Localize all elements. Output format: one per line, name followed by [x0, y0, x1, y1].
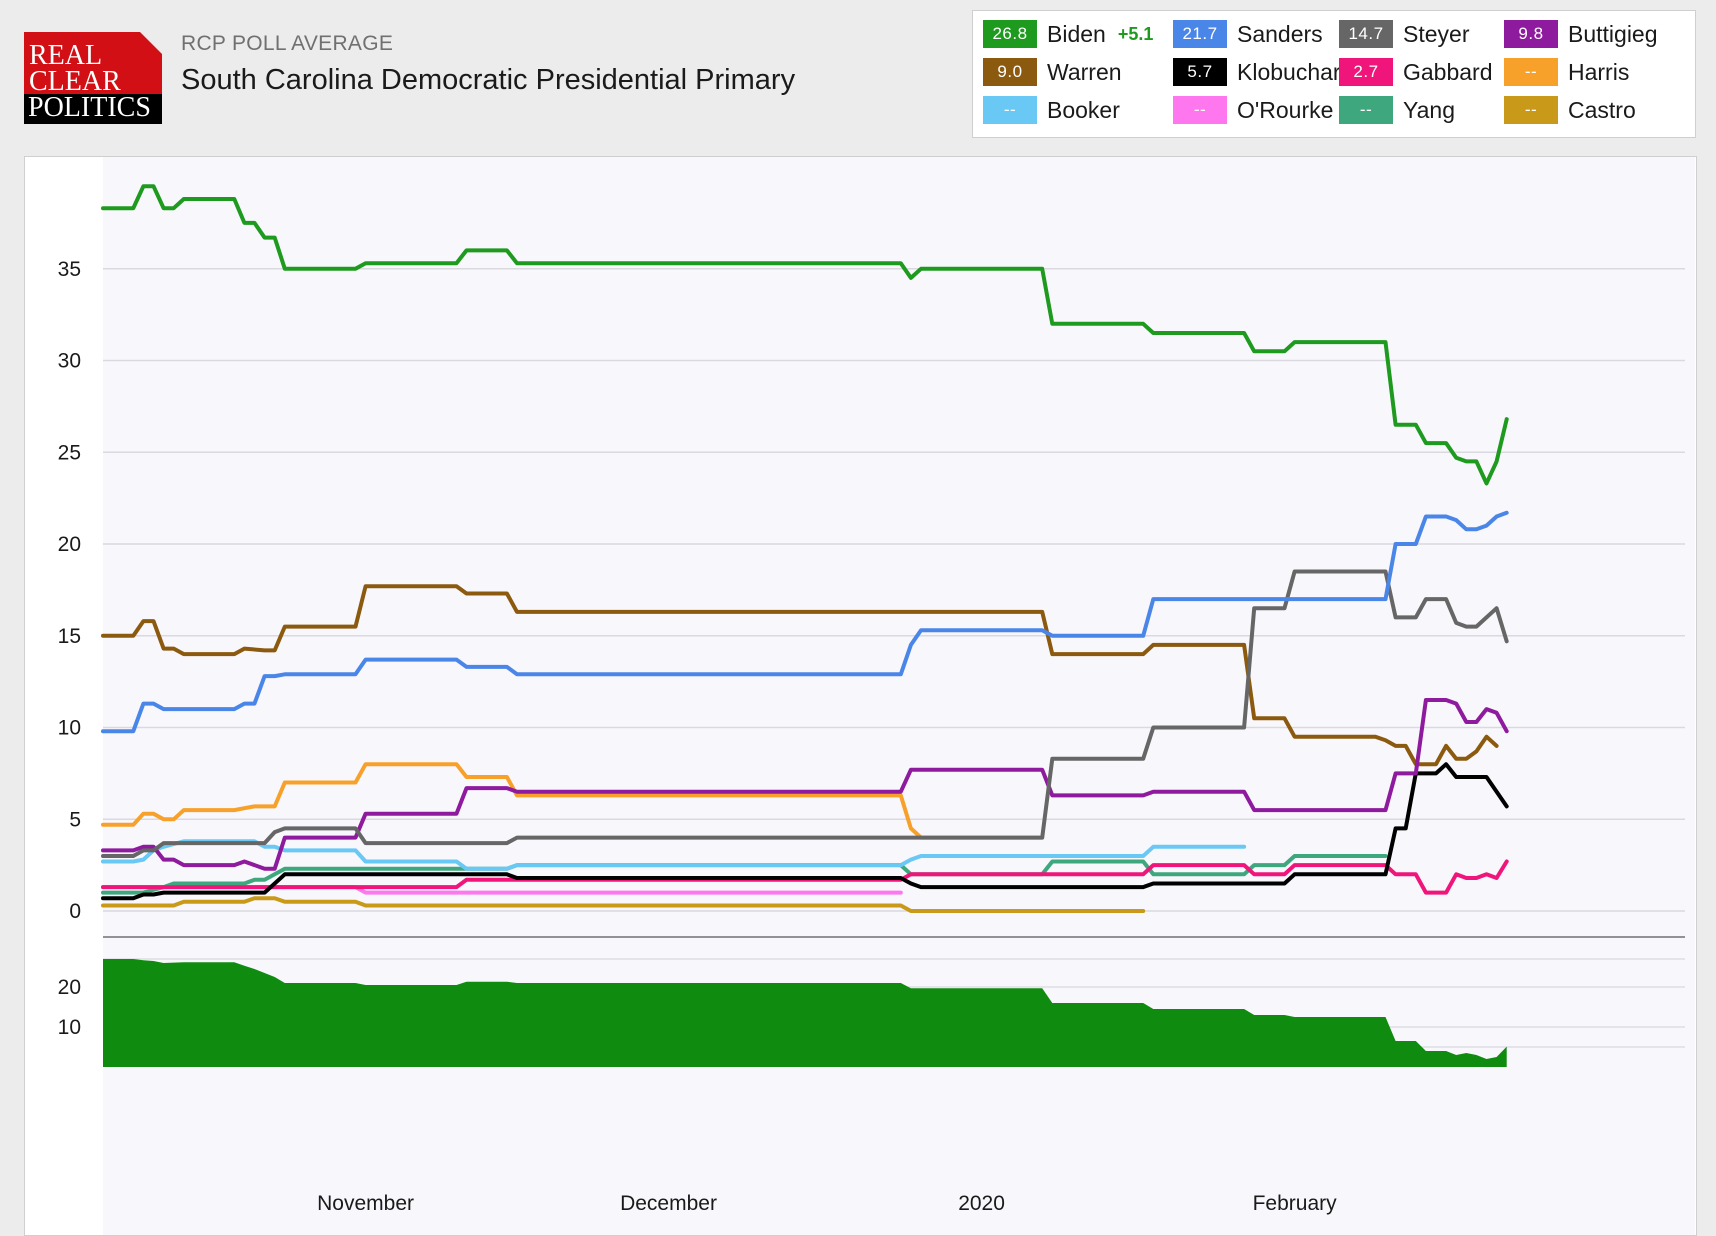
x-tick-2020: 2020: [958, 1192, 1005, 1215]
legend-item-yang[interactable]: -- Yang: [1339, 95, 1455, 125]
legend-item-gabbard[interactable]: 2.7 Gabbard: [1339, 57, 1493, 87]
legend-name-orourke: O'Rourke: [1237, 96, 1334, 123]
series-line-klobuchar: [101, 762, 1509, 901]
legend-item-orourke[interactable]: -- O'Rourke: [1173, 95, 1333, 125]
plot-area: 0 5 10 15 20 25 30 35 10 20 November December 2020 Fe…: [24, 156, 1697, 1236]
legend-name-biden: Biden: [1047, 20, 1106, 47]
spread-y-tick-20: 20: [58, 976, 81, 999]
logo-line-1: REAL: [29, 40, 103, 71]
x-tick-february: February: [1253, 1192, 1338, 1215]
legend-value-steyer: 14.7: [1339, 20, 1393, 48]
x-tick-december: December: [620, 1192, 717, 1215]
series-line-castro: [101, 896, 1146, 913]
series-line-harris: [101, 762, 1045, 840]
legend-name-gabbard: Gabbard: [1403, 58, 1493, 85]
legend-value-yang: --: [1339, 96, 1393, 124]
legend-value-gabbard: 2.7: [1339, 58, 1393, 86]
spread-area: [103, 959, 1507, 1067]
legend-name-buttigieg: Buttigieg: [1568, 20, 1658, 47]
legend-item-castro[interactable]: -- Castro: [1504, 95, 1636, 125]
legend-value-biden: 26.8: [983, 20, 1037, 48]
y-tick-30: 30: [58, 350, 81, 373]
legend-name-castro: Castro: [1568, 96, 1636, 123]
logo-line-3: POLITICS: [24, 94, 162, 124]
legend-value-warren: 9.0: [983, 58, 1037, 86]
y-tick-0: 0: [69, 900, 81, 923]
legend-value-castro: --: [1504, 96, 1558, 124]
legend-value-booker: --: [983, 96, 1037, 124]
plot-background: [103, 157, 1695, 1235]
legend-name-warren: Warren: [1047, 58, 1122, 85]
y-tick-25: 25: [58, 441, 81, 464]
legend-value-klobuchar: 5.7: [1173, 58, 1227, 86]
legend-item-booker[interactable]: -- Booker: [983, 95, 1120, 125]
x-tick-november: November: [317, 1192, 414, 1215]
series-line-buttigieg: [101, 698, 1509, 871]
legend-value-buttigieg: 9.8: [1504, 20, 1558, 48]
legend-name-yang: Yang: [1403, 96, 1456, 123]
logo-line-2: CLEAR: [29, 66, 121, 97]
series-line-sanders: [101, 510, 1509, 734]
series-line-steyer: [101, 569, 1509, 858]
rcp-logo[interactable]: REAL CLEAR POLITICS: [24, 32, 162, 124]
y-tick-20: 20: [58, 533, 81, 556]
series-line-biden: [101, 184, 1509, 486]
legend-item-buttigieg[interactable]: 9.8 Buttigieg: [1504, 19, 1658, 49]
legend-value-orourke: --: [1173, 96, 1227, 124]
chart-subtitle: RCP POLL AVERAGE: [181, 32, 394, 55]
y-tick-5: 5: [69, 808, 81, 831]
legend-item-steyer[interactable]: 14.7 Steyer: [1339, 19, 1469, 49]
legend-value-sanders: 21.7: [1173, 20, 1227, 48]
legend-name-klobuchar: Klobuchar: [1237, 58, 1341, 85]
legend-item-harris[interactable]: -- Harris: [1504, 57, 1629, 87]
legend-name-sanders: Sanders: [1237, 20, 1323, 47]
legend-item-warren[interactable]: 9.0 Warren: [983, 57, 1122, 87]
legend-change-biden: +5.1: [1117, 23, 1154, 44]
y-tick-10: 10: [58, 717, 81, 740]
legend-name-harris: Harris: [1568, 58, 1630, 85]
spread-y-tick-10: 10: [58, 1016, 81, 1039]
legend-name-booker: Booker: [1047, 96, 1120, 123]
legend-item-sanders[interactable]: 21.7 Sanders: [1173, 19, 1323, 49]
legend-value-harris: --: [1504, 58, 1558, 86]
y-tick-35: 35: [58, 258, 81, 281]
chart-title: South Carolina Democratic Presidential P…: [181, 64, 796, 96]
legend-item-biden[interactable]: 26.8 Biden +5.1: [983, 19, 1153, 49]
legend: 26.8 Biden +5.1 21.7 Sanders 14.7 Steyer 9.8 But…: [972, 10, 1696, 138]
series-line-gabbard: [101, 859, 1509, 895]
y-tick-15: 15: [58, 625, 81, 648]
poll-chart: 0 5 10 15 20 25 30 35 10 20 November December 2020 Fe…: [58, 157, 1695, 1235]
legend-name-steyer: Steyer: [1403, 20, 1470, 47]
legend-item-klobuchar[interactable]: 5.7 Klobuchar: [1173, 57, 1341, 87]
